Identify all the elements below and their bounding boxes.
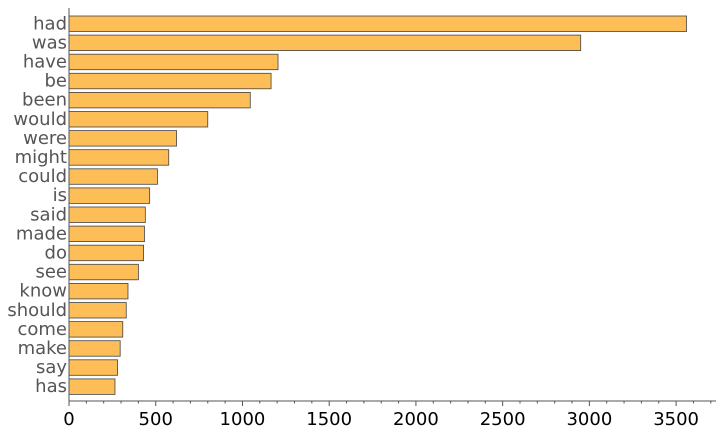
x-tick-label-0: 0	[63, 409, 74, 430]
bar-is	[68, 187, 151, 204]
category-label-know: know	[19, 281, 67, 302]
category-label-said: said	[30, 204, 67, 225]
category-label-could: could	[18, 166, 67, 187]
x-tick-label-3000: 3000	[566, 409, 612, 430]
category-label-been: been	[22, 90, 67, 111]
category-label-had: had	[33, 13, 67, 34]
category-label-say: say	[36, 357, 67, 378]
bar-has	[68, 378, 116, 395]
bar-been	[68, 92, 251, 109]
bar-made	[68, 225, 145, 243]
category-label-were: were	[23, 128, 67, 149]
category-label-make: make	[18, 338, 67, 359]
x-tick-label-2000: 2000	[393, 409, 439, 430]
category-label-was: was	[32, 32, 67, 53]
bar-were	[68, 130, 177, 147]
category-label-should: should	[7, 300, 67, 321]
bar-come	[68, 321, 124, 338]
bar-say	[68, 359, 118, 376]
x-tick-label-3500: 3500	[653, 409, 699, 430]
category-label-would: would	[13, 109, 67, 130]
bar-was	[68, 34, 582, 51]
x-tick-label-1500: 1500	[306, 409, 352, 430]
x-tick-label-500: 500	[139, 409, 173, 430]
bars-group	[68, 15, 687, 395]
x-tick-label-2500: 2500	[480, 409, 526, 430]
x-axis-ticks: 0 500 1000 1500 2000 2500 3000 3500	[63, 401, 712, 430]
category-label-be: be	[45, 71, 68, 92]
bar-would	[68, 111, 209, 128]
bar-make	[68, 340, 121, 357]
category-labels: hadwashavebebeenwouldweremightcouldissai…	[7, 13, 67, 397]
category-label-might: might	[15, 147, 67, 168]
bar-could	[68, 168, 158, 185]
category-label-is: is	[53, 185, 67, 206]
bar-might	[68, 149, 170, 166]
bar-see	[68, 263, 139, 281]
category-label-do: do	[45, 242, 67, 263]
bar-had	[68, 15, 687, 32]
category-label-see: see	[35, 262, 67, 283]
category-label-made: made	[16, 223, 67, 244]
bar-be	[68, 72, 272, 90]
bar-should	[68, 302, 127, 319]
bar-said	[68, 206, 146, 223]
bar-do	[68, 244, 144, 262]
category-label-has: has	[35, 376, 67, 397]
bar-know	[68, 282, 129, 300]
bar-have	[68, 53, 279, 71]
category-label-have: have	[23, 51, 67, 72]
category-label-come: come	[17, 319, 67, 340]
x-tick-label-1000: 1000	[220, 409, 266, 430]
